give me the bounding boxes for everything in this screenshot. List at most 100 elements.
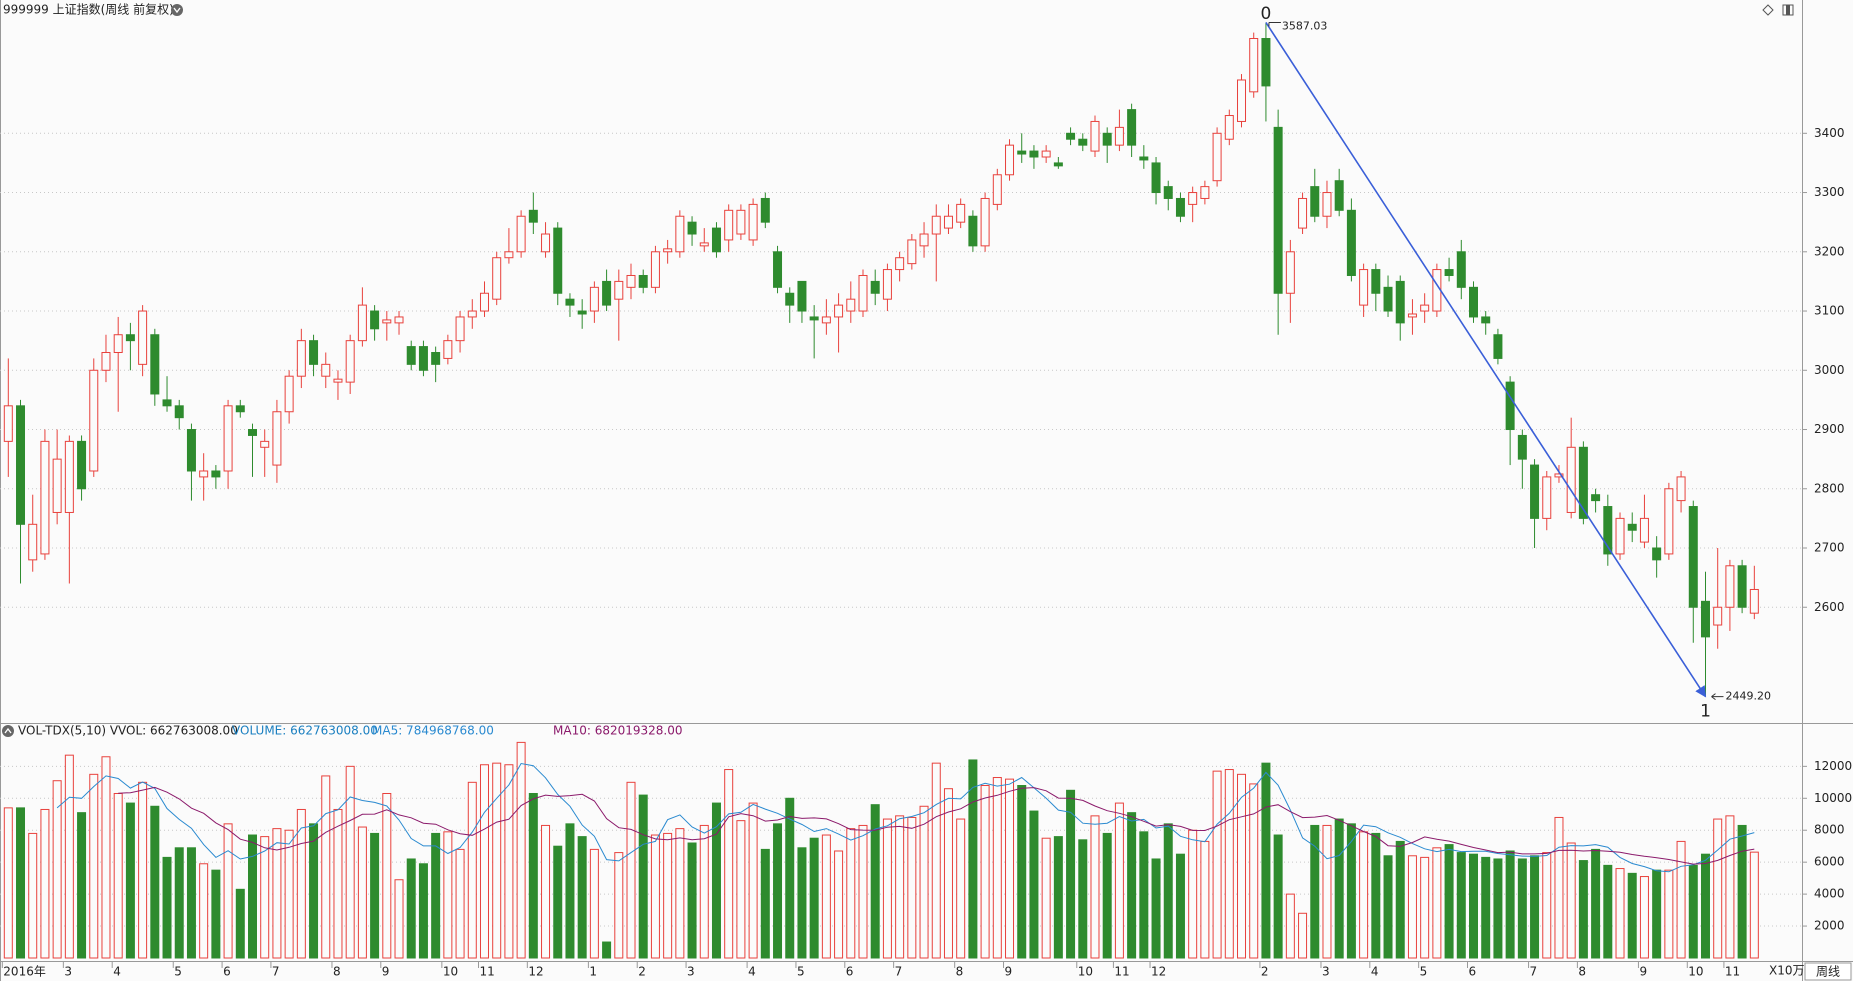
candle-body (773, 251, 783, 288)
candle-body (870, 280, 880, 294)
volume-bar (1359, 831, 1369, 959)
x-tick-label: 6 (1469, 965, 1477, 979)
volume-bar (199, 863, 209, 959)
ma-line (118, 786, 1755, 865)
volume-bar (1395, 840, 1405, 959)
volume-bar (1005, 778, 1015, 959)
candle-body (760, 197, 770, 223)
volume-bar (321, 775, 331, 959)
volume-bar (724, 769, 734, 959)
volume-bar (1188, 829, 1198, 959)
candle-body (1554, 473, 1564, 478)
volume-bar (821, 834, 831, 959)
x-tick-label: 11 (1114, 965, 1129, 979)
candle-body (980, 197, 990, 247)
candle-body (1737, 565, 1747, 608)
volume-bar (467, 781, 477, 959)
trend-line (1265, 22, 1707, 698)
candle-body (907, 239, 917, 265)
volume-bar (296, 808, 306, 959)
volume-bar (235, 888, 245, 959)
x-tick-label: 1 (589, 965, 597, 979)
y-tick-label: 3000 (1814, 363, 1845, 377)
candle-body (174, 405, 184, 419)
y-tick-label: 2900 (1814, 422, 1845, 436)
candle-body (895, 257, 905, 271)
x-tick-label: 12 (528, 965, 543, 979)
candle-body (1298, 197, 1308, 229)
volume-bar (711, 802, 721, 959)
volume-bar (443, 831, 453, 959)
candle-body (858, 274, 868, 312)
volume-bar (1285, 893, 1295, 959)
candle-body (968, 215, 978, 247)
volume-bar (1530, 855, 1540, 959)
x-tick-label: 3 (687, 965, 695, 979)
volume-bar (736, 820, 746, 959)
candle-body (211, 470, 221, 478)
volume-bar (1310, 824, 1320, 959)
volume-bar (40, 808, 50, 959)
candle-body (1090, 120, 1100, 152)
volume-bar (1493, 858, 1503, 959)
volume-bar (687, 842, 697, 959)
volume-bar (1017, 785, 1027, 959)
volume-bar (834, 850, 844, 959)
volume-bar (760, 848, 770, 959)
legend-entry: MA10: 682019328.00 (553, 724, 683, 738)
candle-body (943, 215, 953, 229)
volume-bar (162, 856, 172, 959)
candle-body (1102, 132, 1112, 146)
peak-mark: 0 (1261, 4, 1272, 24)
volume-bar (846, 828, 856, 959)
volume-bar (1383, 855, 1393, 959)
volume-bar (406, 858, 416, 959)
candle-body (1005, 144, 1015, 176)
volume-bar (1481, 856, 1491, 959)
volume-bar (138, 781, 148, 959)
candle-body (1639, 517, 1649, 543)
volume-bar (907, 816, 917, 959)
candle-body (516, 215, 526, 253)
candle-body (1017, 150, 1027, 155)
volume-bar (626, 781, 636, 959)
volume-bar (858, 824, 868, 959)
candle-body (834, 304, 844, 318)
candle-body (504, 251, 514, 259)
volume-bar (1346, 823, 1356, 959)
volume-bar (1700, 853, 1710, 959)
volume-bar (589, 848, 599, 959)
volume-bar (1151, 858, 1161, 959)
diamond-icon[interactable] (1762, 4, 1774, 16)
menu-icon[interactable] (171, 4, 183, 16)
candle-body (1493, 334, 1503, 359)
volume-bar (1578, 860, 1588, 959)
y-tick-label: 2700 (1814, 541, 1845, 555)
candle-body (541, 233, 551, 253)
volume-bar (1224, 769, 1234, 959)
legend-entry: VOLUME: 662763008.00 (232, 724, 378, 738)
volume-bar (186, 847, 196, 959)
x-tick-label: 6 (846, 965, 854, 979)
candle-body (602, 280, 612, 306)
volume-bar (992, 777, 1002, 959)
candle-body (809, 316, 819, 321)
candle-body (64, 440, 74, 513)
x-tick-label: 4 (1371, 965, 1379, 979)
x-tick-label: 11 (1725, 965, 1740, 979)
candle-body (711, 227, 721, 253)
volume-menu-icon[interactable] (2, 725, 14, 737)
volume-bar (1407, 855, 1417, 959)
period-box[interactable] (1804, 962, 1852, 981)
candle-body (1078, 138, 1088, 146)
candle-body (528, 209, 538, 223)
y-tick-label: 2000 (1814, 919, 1845, 933)
volume-bar (1639, 876, 1649, 959)
volume-bar (1725, 815, 1735, 959)
volume-bar (174, 847, 184, 959)
volume-bar (1090, 815, 1100, 959)
candle-body (284, 375, 294, 413)
candle-body (1114, 126, 1124, 146)
volume-bar (602, 941, 612, 959)
